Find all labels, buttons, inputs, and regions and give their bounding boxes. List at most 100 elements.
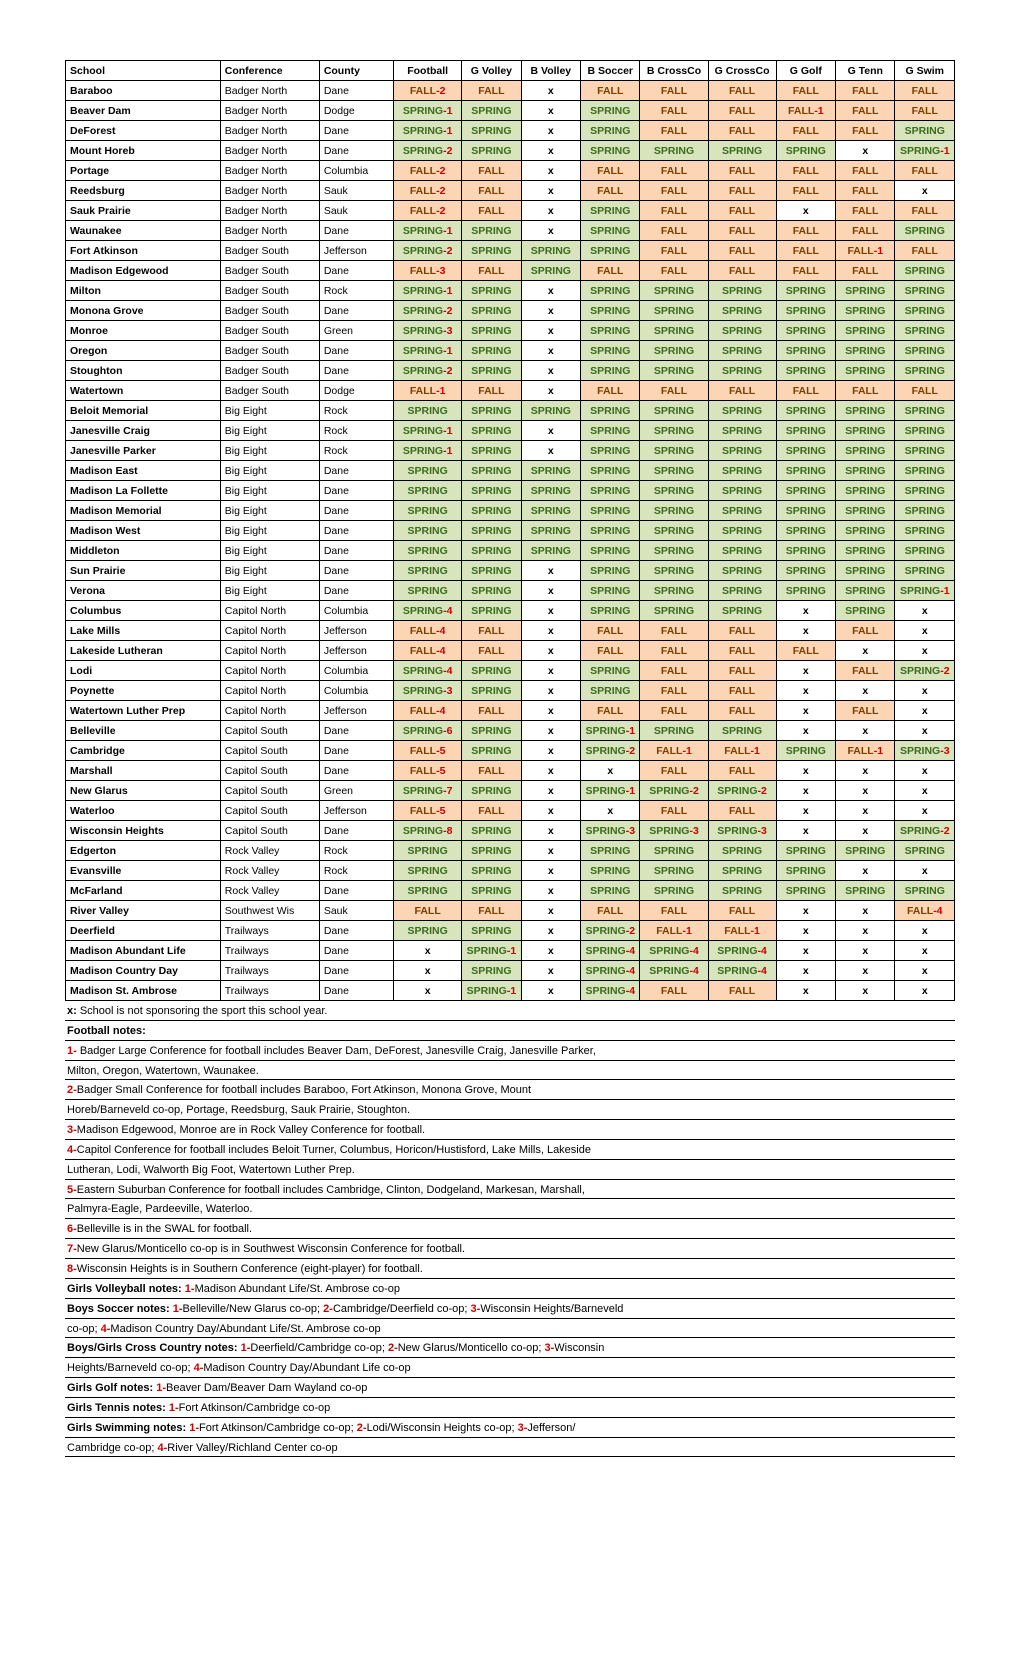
- cell-sport: FALL: [640, 181, 708, 201]
- cell-county: Dane: [319, 981, 393, 1001]
- cell-sport: FALL: [836, 621, 895, 641]
- cell-county: Dane: [319, 581, 393, 601]
- cell-sport: FALL: [836, 181, 895, 201]
- cell-sport: x: [895, 761, 955, 781]
- note-line: Boys Soccer notes: 1-Belleville/New Glar…: [65, 1301, 955, 1319]
- table-row: WatertownBadger SouthDodgeFALL-1FALLxFAL…: [66, 381, 955, 401]
- cell-sport: FALL: [708, 81, 776, 101]
- table-row: Madison Country DayTrailwaysDanexSPRINGx…: [66, 961, 955, 981]
- cell-county: Dane: [319, 301, 393, 321]
- cell-county: Dane: [319, 121, 393, 141]
- cell-sport: x: [895, 601, 955, 621]
- cell-sport: x: [836, 721, 895, 741]
- cell-sport: SPRING-2: [895, 821, 955, 841]
- table-row: VeronaBig EightDaneSPRINGSPRINGxSPRINGSP…: [66, 581, 955, 601]
- cell-school: Monroe: [66, 321, 221, 341]
- cell-conference: Capitol South: [220, 821, 319, 841]
- cell-sport: SPRING: [708, 881, 776, 901]
- cell-sport: FALL: [394, 901, 462, 921]
- cell-sport: SPRING: [836, 441, 895, 461]
- cell-sport: x: [776, 901, 835, 921]
- cell-sport: FALL: [776, 181, 835, 201]
- cell-conference: Capitol South: [220, 801, 319, 821]
- cell-sport: SPRING-1: [394, 281, 462, 301]
- cell-sport: FALL-2: [394, 181, 462, 201]
- cell-sport: FALL: [462, 701, 521, 721]
- cell-sport: SPRING: [581, 661, 640, 681]
- cell-county: Dane: [319, 941, 393, 961]
- cell-sport: x: [394, 961, 462, 981]
- cell-conference: Trailways: [220, 961, 319, 981]
- cell-sport: SPRING: [462, 861, 521, 881]
- cell-county: Rock: [319, 841, 393, 861]
- cell-sport: SPRING: [895, 121, 955, 141]
- cell-conference: Capitol North: [220, 621, 319, 641]
- col-bcross: B CrossCo: [640, 61, 708, 81]
- note-line: Boys/Girls Cross Country notes: 1-Deerfi…: [65, 1340, 955, 1358]
- cell-sport: SPRING: [394, 561, 462, 581]
- col-gtenn: G Tenn: [836, 61, 895, 81]
- cell-sport: SPRING: [462, 481, 521, 501]
- cell-conference: Trailways: [220, 981, 319, 1001]
- cell-conference: Big Eight: [220, 561, 319, 581]
- cell-school: Madison Country Day: [66, 961, 221, 981]
- cell-sport: x: [521, 881, 580, 901]
- note-line: Girls Tennis notes: 1-Fort Atkinson/Camb…: [65, 1400, 955, 1418]
- cell-conference: Capitol North: [220, 661, 319, 681]
- table-row: Madison EastBig EightDaneSPRINGSPRINGSPR…: [66, 461, 955, 481]
- cell-sport: SPRING: [640, 881, 708, 901]
- table-row: DeerfieldTrailwaysDaneSPRINGSPRINGxSPRIN…: [66, 921, 955, 941]
- cell-conference: Capitol North: [220, 681, 319, 701]
- cell-sport: FALL: [462, 381, 521, 401]
- cell-sport: x: [521, 661, 580, 681]
- cell-sport: SPRING: [462, 741, 521, 761]
- cell-sport: SPRING: [776, 841, 835, 861]
- cell-county: Dane: [319, 461, 393, 481]
- col-gvolley: G Volley: [462, 61, 521, 81]
- cell-sport: SPRING: [895, 361, 955, 381]
- cell-sport: x: [895, 961, 955, 981]
- note-line: 6-Belleville is in the SWAL for football…: [65, 1221, 955, 1239]
- cell-conference: Big Eight: [220, 481, 319, 501]
- table-row: Madison MemorialBig EightDaneSPRINGSPRIN…: [66, 501, 955, 521]
- cell-sport: SPRING: [776, 141, 835, 161]
- table-row: WaterlooCapitol SouthJeffersonFALL-5FALL…: [66, 801, 955, 821]
- cell-sport: FALL: [708, 381, 776, 401]
- cell-sport: x: [776, 941, 835, 961]
- cell-sport: SPRING: [581, 301, 640, 321]
- cell-school: Sauk Prairie: [66, 201, 221, 221]
- table-row: LodiCapitol NorthColumbiaSPRING-4SPRINGx…: [66, 661, 955, 681]
- cell-sport: FALL: [836, 161, 895, 181]
- cell-sport: SPRING-1: [394, 421, 462, 441]
- cell-conference: Trailways: [220, 921, 319, 941]
- cell-sport: SPRING-2: [394, 301, 462, 321]
- cell-sport: SPRING: [776, 461, 835, 481]
- table-row: Mount HorebBadger NorthDaneSPRING-2SPRIN…: [66, 141, 955, 161]
- cell-sport: FALL: [708, 181, 776, 201]
- cell-sport: x: [521, 621, 580, 641]
- cell-sport: SPRING: [581, 521, 640, 541]
- cell-sport: FALL: [640, 901, 708, 921]
- cell-sport: x: [836, 641, 895, 661]
- cell-sport: SPRING: [776, 441, 835, 461]
- cell-conference: Badger North: [220, 201, 319, 221]
- cell-sport: SPRING-4: [581, 961, 640, 981]
- cell-sport: FALL: [640, 661, 708, 681]
- cell-sport: FALL: [581, 181, 640, 201]
- cell-sport: FALL: [776, 221, 835, 241]
- cell-sport: SPRING: [521, 401, 580, 421]
- table-row: River ValleySouthwest WisSaukFALLFALLxFA…: [66, 901, 955, 921]
- table-row: Sauk PrairieBadger NorthSaukFALL-2FALLxS…: [66, 201, 955, 221]
- note-line: Heights/Barneveld co-op; 4-Madison Count…: [65, 1360, 955, 1378]
- cell-sport: SPRING: [462, 441, 521, 461]
- cell-sport: SPRING-4: [581, 981, 640, 1001]
- table-row: Wisconsin HeightsCapitol SouthDaneSPRING…: [66, 821, 955, 841]
- cell-school: Deerfield: [66, 921, 221, 941]
- cell-sport: SPRING: [776, 501, 835, 521]
- cell-sport: SPRING: [708, 861, 776, 881]
- cell-sport: SPRING: [895, 221, 955, 241]
- cell-sport: x: [895, 781, 955, 801]
- cell-sport: x: [521, 921, 580, 941]
- cell-conference: Badger South: [220, 241, 319, 261]
- cell-sport: SPRING: [640, 841, 708, 861]
